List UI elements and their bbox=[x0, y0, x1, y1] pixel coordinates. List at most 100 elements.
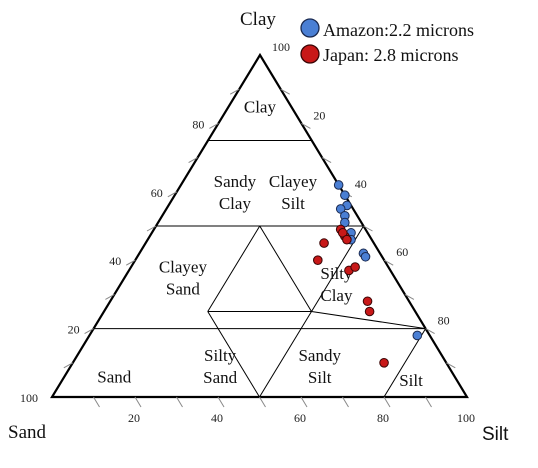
tick-sand bbox=[300, 396, 308, 408]
data-point-japan bbox=[337, 228, 348, 238]
tick-label-clay: 100 bbox=[20, 391, 38, 405]
tick-clay bbox=[229, 88, 240, 95]
tick-clay bbox=[63, 362, 74, 369]
region-label-sandy-clay-line: Clay bbox=[219, 194, 252, 213]
region-label-sand-line: Sand bbox=[97, 367, 132, 386]
region-label-sandy-silt-line: Sandy bbox=[298, 346, 341, 365]
tick-sand bbox=[217, 396, 225, 408]
tick-label-sand: 60 bbox=[294, 411, 306, 425]
region-label-clay-line: Clay bbox=[244, 97, 277, 116]
region-label-silty-sand: Silty Sand bbox=[203, 346, 238, 387]
region-label-sandy-clay: Sandy Clay bbox=[214, 172, 257, 213]
tick-label-silt: 40 bbox=[355, 177, 367, 191]
legend: Amazon:2.2 microns Japan: 2.8 microns bbox=[300, 18, 474, 65]
region-label-clayey-silt-line: Silt bbox=[281, 194, 305, 213]
tick-clay bbox=[188, 157, 198, 164]
tick-clay bbox=[84, 328, 94, 335]
region-label-clayey-silt-line: Clayey bbox=[269, 172, 318, 191]
tick-sand bbox=[93, 396, 100, 408]
tick-label-clay: 20 bbox=[68, 323, 80, 337]
axis-label-silt: Silt bbox=[482, 424, 509, 445]
data-points bbox=[313, 180, 423, 368]
legend-japan-name: Japan: bbox=[323, 45, 369, 65]
tick-label-silt: 60 bbox=[396, 245, 408, 259]
tick-silt bbox=[280, 88, 290, 95]
tick-sand bbox=[425, 396, 432, 408]
region-label-silty-sand-line: Sand bbox=[203, 368, 238, 387]
legend-marker-japan bbox=[300, 44, 320, 64]
tick-label-sand: 100 bbox=[457, 411, 475, 425]
tick-marks bbox=[63, 88, 456, 408]
region-label-clayey-sand-line: Clayey bbox=[159, 257, 208, 276]
region-label-sand: Sand bbox=[97, 367, 132, 386]
region-label-sandy-clay-line: Sandy bbox=[214, 172, 257, 191]
tick-sand bbox=[383, 396, 391, 408]
boundary-line-8 bbox=[207, 311, 260, 398]
tick-silt bbox=[301, 122, 311, 129]
data-point-amazon bbox=[333, 180, 344, 190]
tick-silt bbox=[446, 362, 456, 369]
tick-label-silt: 80 bbox=[438, 314, 450, 328]
data-point-japan bbox=[362, 296, 373, 307]
axis-label-sand: Sand bbox=[8, 422, 47, 443]
region-label-clayey-sand: Clayey Sand bbox=[159, 257, 208, 298]
data-point-amazon bbox=[360, 251, 371, 262]
region-label-silt-line: Silt bbox=[399, 371, 423, 390]
tick-label-sand: 80 bbox=[377, 411, 389, 425]
tick-label-clay: 80 bbox=[192, 117, 204, 131]
tick-label-clay: 40 bbox=[109, 254, 121, 268]
tick-clay bbox=[125, 259, 136, 266]
legend-japan-value: 2.8 microns bbox=[373, 45, 458, 65]
tick-clay bbox=[105, 293, 115, 300]
tick-labels: 20 40 60 80 100 20 40 60 80 100 20 40 60 80 100 bbox=[20, 40, 475, 425]
legend-label-japan: Japan: 2.8 microns bbox=[323, 45, 458, 65]
tick-label-silt: 20 bbox=[313, 108, 325, 122]
tick-sand bbox=[259, 396, 266, 408]
tick-label-clay: 60 bbox=[151, 186, 163, 200]
tick-silt bbox=[321, 157, 332, 164]
data-point-amazon bbox=[412, 330, 423, 341]
boundary-line-12 bbox=[311, 311, 426, 330]
region-label-silty-sand-line: Silty bbox=[204, 346, 237, 365]
data-point-japan bbox=[364, 306, 375, 317]
data-point-amazon bbox=[340, 217, 350, 228]
data-point-japan bbox=[350, 262, 360, 272]
data-point-japan bbox=[319, 238, 329, 248]
tick-clay bbox=[167, 191, 178, 198]
boundary-line-6 bbox=[207, 225, 261, 312]
legend-amazon-name: Amazon: bbox=[323, 20, 389, 40]
region-label-sandy-silt-line: Silt bbox=[308, 368, 332, 387]
tick-clay bbox=[209, 122, 219, 129]
region-label-clayey-silt: Clayey Silt bbox=[269, 172, 318, 213]
tick-silt bbox=[363, 225, 373, 232]
tick-sand bbox=[134, 396, 142, 408]
tick-label-silt: 100 bbox=[272, 40, 290, 54]
region-label-clay: Clay bbox=[244, 97, 277, 116]
region-boundaries bbox=[93, 140, 427, 398]
region-label-clayey-sand-line: Sand bbox=[166, 279, 201, 298]
boundary-line-5 bbox=[259, 225, 312, 312]
tick-silt bbox=[425, 328, 435, 335]
data-point-japan bbox=[342, 234, 352, 245]
tick-sand bbox=[176, 396, 183, 408]
tick-label-sand: 40 bbox=[211, 411, 223, 425]
region-label-silty-clay-line: Clay bbox=[320, 286, 353, 305]
axis-label-clay: Clay bbox=[240, 9, 276, 30]
tick-silt bbox=[404, 293, 415, 300]
data-point-amazon bbox=[340, 190, 350, 201]
legend-amazon-value: 2.2 microns bbox=[389, 20, 474, 40]
tick-sand bbox=[342, 396, 349, 408]
boundary-line-9 bbox=[259, 311, 312, 398]
tick-silt bbox=[383, 259, 394, 266]
legend-marker-amazon bbox=[300, 18, 320, 38]
region-label-silt: Silt bbox=[399, 371, 423, 390]
region-labels: Clay Sandy Clay Clayey Silt Clayey Sand Silty Cl… bbox=[97, 97, 423, 390]
data-point-japan bbox=[313, 255, 323, 266]
region-label-sandy-silt: Sandy Silt bbox=[298, 346, 341, 387]
legend-label-amazon: Amazon:2.2 microns bbox=[323, 20, 474, 40]
tick-clay bbox=[146, 225, 157, 232]
data-point-japan bbox=[379, 358, 389, 368]
tick-label-sand: 20 bbox=[128, 411, 140, 425]
